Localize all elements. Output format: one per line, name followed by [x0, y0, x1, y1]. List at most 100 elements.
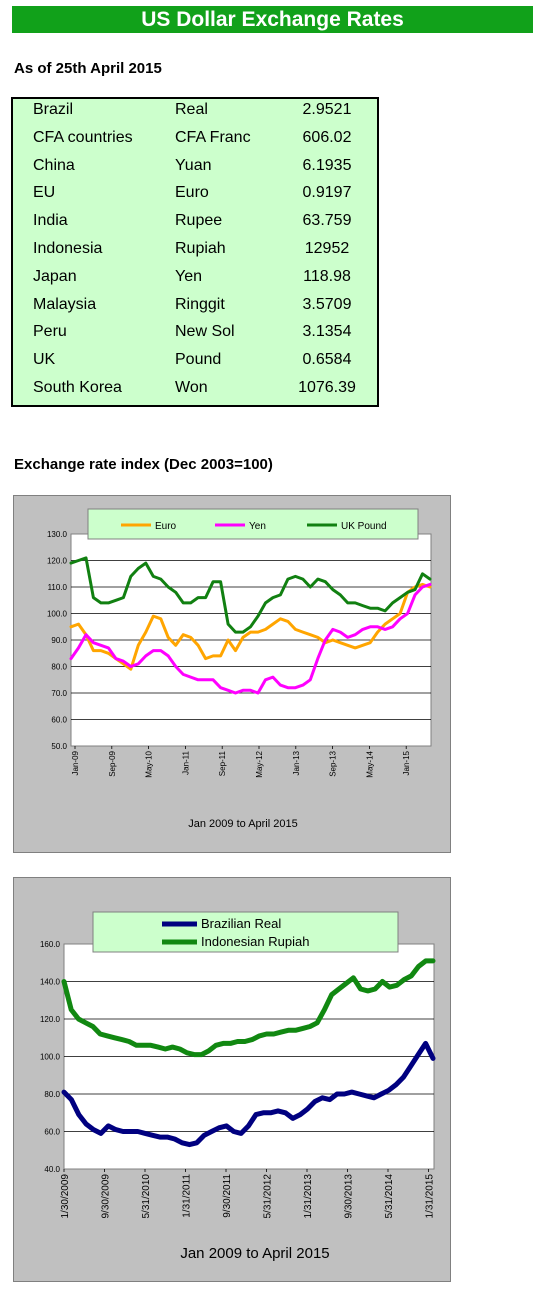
y-tick-label: 110.0 — [48, 583, 68, 592]
index-heading: Exchange rate index (Dec 2003=100) — [14, 456, 273, 473]
series-line — [61, 958, 436, 1058]
x-tick-label: 5/31/2014 — [384, 1174, 395, 1219]
x-tick-label: 1/31/2015 — [425, 1174, 436, 1219]
rate-cell: 0.6584 — [302, 351, 352, 369]
rate-row: Peru New Sol 3.1354 — [13, 323, 377, 350]
legend-label: Brazilian Real — [201, 916, 281, 931]
y-tick-label: 90.0 — [51, 636, 67, 645]
x-tick-label: May-10 — [145, 750, 154, 777]
x-axis-label: Jan 2009 to April 2015 — [180, 1245, 329, 1262]
country-cell: Indonesia — [33, 240, 103, 257]
y-tick-label: 70.0 — [51, 689, 67, 698]
series-line — [69, 556, 432, 634]
rate-row: EU Euro 0.9197 — [13, 184, 377, 211]
rate-cell: 3.5709 — [302, 295, 352, 313]
country-cell: China — [33, 156, 75, 174]
country-cell: UK — [33, 351, 56, 369]
country-cell: Malaysia — [33, 295, 97, 313]
rates-heading: As of 25th April 2015 — [14, 60, 162, 77]
series-line — [69, 582, 432, 671]
x-tick-label: 9/30/2009 — [101, 1174, 112, 1219]
rate-row: Indonesia Rupiah 12952 — [13, 240, 377, 267]
x-tick-label: 9/30/2011 — [222, 1174, 233, 1218]
currency-cell: New Sol — [175, 323, 235, 341]
y-tick-label: 100.0 — [47, 610, 68, 619]
x-tick-label: 1/31/2011 — [182, 1174, 193, 1218]
currency-cell: Ringgit — [175, 295, 225, 313]
x-tick-label: Sep-11 — [218, 750, 227, 776]
rate-cell: 6.1935 — [302, 156, 352, 174]
rate-cell: 1076.39 — [298, 379, 356, 396]
exchange-index-chart: 50.0 60.0 70.0 80.0 90.0 100.0 110.0 120.0 130.0… — [47, 508, 432, 830]
currency-cell: Won — [175, 379, 208, 396]
currency-cell: Pound — [175, 351, 222, 369]
legend-label: Euro — [155, 521, 177, 532]
series-line — [69, 582, 432, 695]
rate-row: China Yuan 6.1935 — [13, 157, 377, 184]
currency-cell: Yuan — [175, 156, 212, 174]
y-tick-label: 40.0 — [44, 1165, 60, 1174]
x-tick-label: 5/31/2012 — [263, 1174, 274, 1219]
y-tick-label: 120.0 — [40, 1015, 61, 1024]
real-rupiah-chart: 40.0 60.0 80.0 100.0 120.0 140.0 160.0 1/30/200… — [40, 911, 436, 1262]
x-tick-label: Sep-09 — [108, 750, 117, 776]
currency-cell: Rupee — [175, 212, 223, 230]
chart-panel-index: 50.0 60.0 70.0 80.0 90.0 100.0 110.0 120.0 130.0… — [13, 495, 451, 853]
rate-row: South Korea Won 1076.39 — [13, 379, 377, 406]
x-tick-label: Jan-09 — [71, 750, 80, 775]
y-tick-label: 100.0 — [40, 1053, 61, 1062]
y-tick-label: 80.0 — [51, 663, 67, 672]
rate-cell: 2.9521 — [302, 101, 352, 118]
legend-label: Yen — [249, 521, 266, 532]
rates-table: Brazil Real 2.9521 CFA countries CFA Franc 60… — [11, 97, 379, 407]
x-axis-label: Jan 2009 to April 2015 — [188, 818, 297, 830]
chart-panel-real-rupiah: 40.0 60.0 80.0 100.0 120.0 140.0 160.0 1/30/200… — [13, 877, 451, 1282]
x-tick-label: 1/30/2009 — [60, 1174, 71, 1219]
series-line — [61, 1040, 436, 1148]
currency-cell: Yen — [175, 267, 202, 285]
y-tick-label: 50.0 — [51, 742, 67, 751]
rate-row: Japan Yen 118.98 — [13, 268, 377, 295]
y-tick-label: 160.0 — [40, 940, 61, 949]
rate-row: UK Pound 0.6584 — [13, 351, 377, 378]
currency-cell: Rupiah — [175, 240, 226, 257]
x-tick-label: 9/30/2013 — [344, 1174, 355, 1219]
rate-row: CFA countries CFA Franc 606.02 — [13, 129, 377, 156]
rate-cell: 3.1354 — [302, 323, 352, 341]
legend-box — [92, 911, 399, 953]
rate-cell: 606.02 — [302, 128, 352, 146]
currency-cell: Euro — [175, 184, 209, 202]
country-cell: EU — [33, 184, 56, 202]
x-tick-label: Jan-11 — [181, 750, 190, 774]
rate-cell: 118.98 — [303, 267, 351, 285]
y-tick-label: 60.0 — [44, 1128, 60, 1137]
y-tick-label: 80.0 — [44, 1090, 60, 1099]
x-tick-label: Jan-13 — [292, 750, 301, 775]
x-tick-label: Jan-15 — [402, 750, 411, 775]
country-cell: South Korea — [33, 379, 122, 396]
country-cell: Brazil — [33, 101, 74, 118]
x-tick-label: 1/31/2013 — [303, 1174, 314, 1219]
y-tick-label: 140.0 — [40, 978, 61, 987]
rate-row: India Rupee 63.759 — [13, 212, 377, 239]
country-cell: Japan — [33, 267, 77, 285]
rate-row: Brazil Real 2.9521 — [13, 101, 377, 128]
page-title: US Dollar Exchange Rates — [12, 6, 533, 33]
x-tick-label: May-14 — [365, 750, 374, 777]
country-cell: India — [33, 212, 68, 230]
x-tick-label: May-12 — [255, 750, 264, 777]
currency-cell: Real — [175, 101, 208, 118]
y-tick-label: 60.0 — [51, 716, 67, 725]
rate-cell: 12952 — [304, 240, 350, 257]
rate-cell: 0.9197 — [302, 184, 352, 202]
y-tick-label: 120.0 — [47, 557, 68, 566]
y-tick-label: 130.0 — [47, 530, 68, 539]
legend-label: Indonesian Rupiah — [201, 934, 309, 949]
rate-cell: 63.759 — [302, 212, 352, 230]
currency-cell: CFA Franc — [175, 128, 251, 146]
x-tick-label: Sep-13 — [329, 750, 338, 776]
rate-row: Malaysia Ringgit 3.5709 — [13, 296, 377, 323]
country-cell: Peru — [33, 323, 67, 341]
country-cell: CFA countries — [33, 128, 133, 146]
legend-label: UK Pound — [341, 521, 387, 532]
